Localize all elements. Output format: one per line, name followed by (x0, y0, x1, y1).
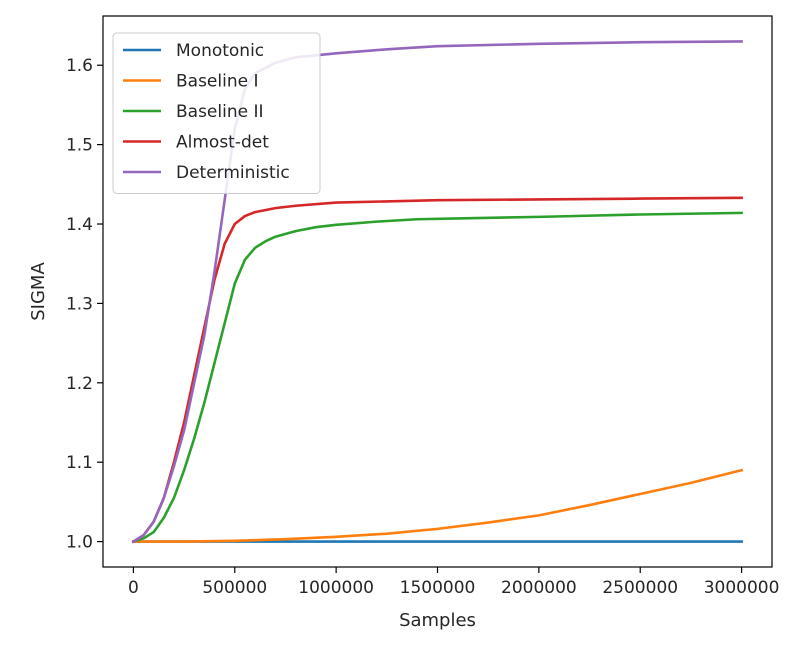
legend-entry-label: Almost-det (176, 133, 269, 153)
x-tick-label: 1500000 (400, 578, 476, 598)
x-tick-label: 2500000 (602, 578, 678, 598)
y-tick-label: 1.5 (66, 136, 93, 156)
y-axis: 1.0 1.1 1.2 1.3 1.4 1.5 1.6 (66, 56, 103, 553)
legend-entry-label: Monotonic (176, 41, 264, 61)
y-tick-label: 1.0 (66, 533, 93, 553)
series-line-baseline-i (132, 468, 744, 543)
x-tick-label: 0 (128, 578, 139, 598)
y-tick-label: 1.2 (66, 374, 93, 394)
x-axis-label: Samples (399, 610, 476, 631)
y-tick-label: 1.1 (66, 453, 93, 473)
legend: Monotonic Baseline I Baseline II Almost-det… (112, 32, 321, 194)
x-tick-label: 1000000 (298, 578, 374, 598)
legend-box (112, 32, 321, 194)
x-axis: 0 500000 1000000 1500000 2000000 2500000 30000… (128, 567, 779, 598)
series-line-baseline-ii (131, 211, 743, 544)
y-tick-label: 1.3 (66, 294, 93, 314)
y-tick-label: 1.6 (66, 56, 93, 76)
x-tick-label: 2000000 (501, 578, 577, 598)
x-tick-label: 3000000 (704, 578, 780, 598)
legend-entry-label: Baseline II (176, 102, 264, 122)
x-tick-label: 500000 (202, 578, 267, 598)
series-layer (131, 40, 744, 544)
legend-entry-label: Baseline I (176, 72, 259, 92)
y-tick-label: 1.4 (66, 215, 93, 235)
legend-entry-label: Deterministic (176, 163, 290, 183)
y-axis-label: SIGMA (28, 262, 49, 321)
